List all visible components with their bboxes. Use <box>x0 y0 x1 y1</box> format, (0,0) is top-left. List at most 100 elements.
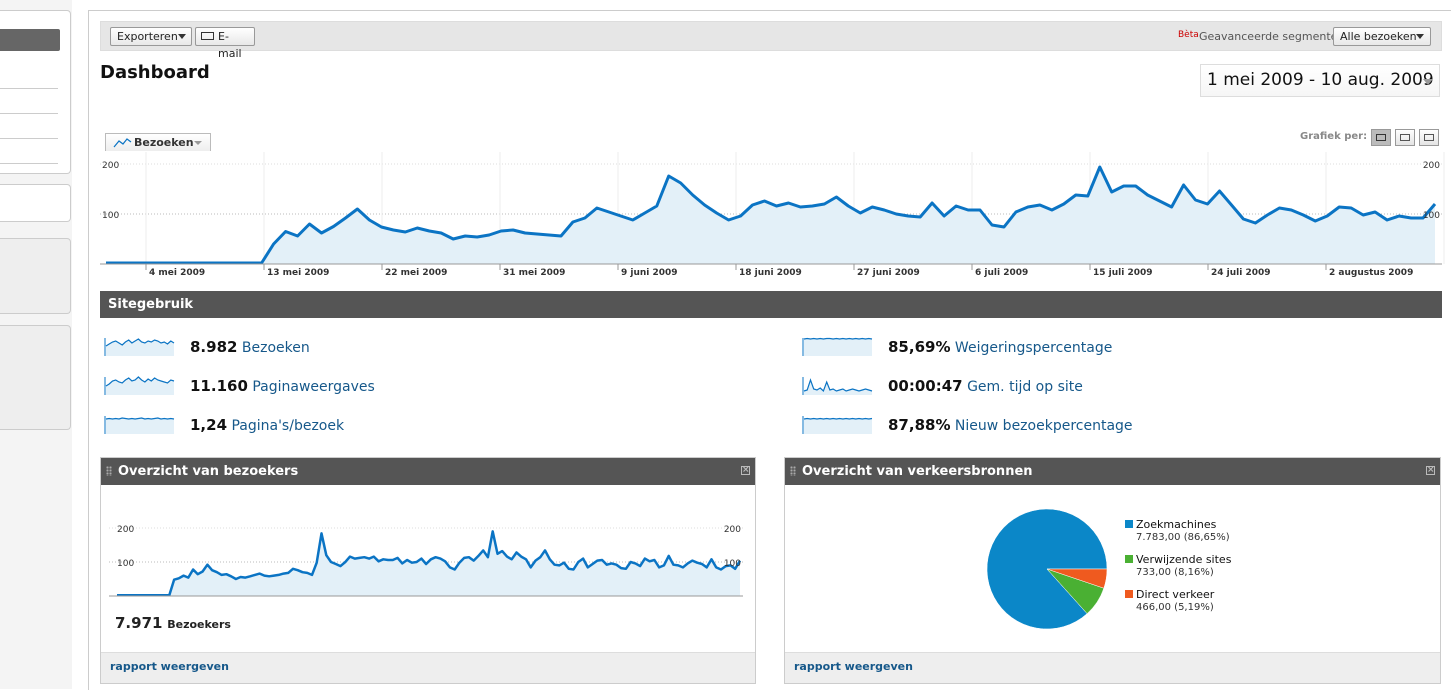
stat-value: 85,69% <box>888 338 951 356</box>
stat-value: 00:00:47 <box>888 377 963 395</box>
date-range-picker[interactable]: 1 mei 2009 - 10 aug. 2009 <box>1200 64 1440 97</box>
chevron-down-icon <box>194 141 202 145</box>
stat-label-link[interactable]: Weigeringspercentage <box>950 340 1113 356</box>
x-tick-label: 2 augustus 2009 <box>1329 268 1413 278</box>
sparkline-line <box>803 337 873 340</box>
nav-panel-grey-1 <box>0 238 71 314</box>
close-icon[interactable]: × <box>741 465 750 475</box>
nav-active-item[interactable] <box>0 29 60 51</box>
view-report-link[interactable]: rapport weergeven <box>110 660 229 673</box>
x-tick-label: 6 juli 2009 <box>975 268 1028 278</box>
left-navigation <box>0 0 72 689</box>
metric-label: Bezoeken <box>134 136 194 149</box>
visitors-chart: 200 200 100 100 <box>109 525 743 597</box>
metric-selector[interactable]: Bezoeken <box>105 133 211 151</box>
nav-panel-top <box>0 10 71 174</box>
stat-label-link[interactable]: Gem. tijd op site <box>962 379 1083 395</box>
beta-badge: Bèta <box>1178 30 1199 40</box>
visitors-panel-footer: rapport weergeven <box>101 652 755 683</box>
legend-name: Zoekmachines <box>1136 518 1217 531</box>
legend-swatch <box>1125 555 1133 563</box>
nav-panel-middle[interactable] <box>0 184 71 222</box>
email-label: E-mail <box>218 30 242 60</box>
y-tick-label-right: 200 <box>1423 161 1440 171</box>
sparkline-line <box>803 417 873 420</box>
stat-5: 00:00:47 Gem. tijd op site <box>888 376 1083 396</box>
stat-value: 11.160 <box>190 377 248 395</box>
visitors-total-value: 7.971 <box>115 614 163 632</box>
legend-swatch <box>1125 520 1133 528</box>
y-tick-label-left: 200 <box>117 525 134 535</box>
view-report-link[interactable]: rapport weergeven <box>794 660 913 673</box>
pie-slice[interactable] <box>986 508 1108 630</box>
drag-handle-icon[interactable] <box>106 466 112 476</box>
sparkline <box>104 376 175 395</box>
graph-per-day-button[interactable] <box>1371 129 1391 146</box>
sparkline-area <box>804 418 872 434</box>
visitors-total: 7.971 Bezoekers <box>115 614 231 632</box>
visitors-overview-panel: Overzicht van bezoekers × 200 200 100 100 7… <box>100 457 756 684</box>
stat-label-link[interactable]: Bezoeken <box>237 340 310 356</box>
page-title: Dashboard <box>100 62 210 83</box>
sparkline-area <box>106 377 174 395</box>
x-tick-label: 13 mei 2009 <box>267 268 329 278</box>
stat-2: 11.160 Paginaweergaves <box>190 376 375 396</box>
panel-title: Overzicht van verkeersbronnen <box>802 464 1033 479</box>
day-view-icon <box>1376 134 1386 141</box>
stat-6: 87,88% Nieuw bezoekpercentage <box>888 415 1133 435</box>
series-area <box>117 531 740 596</box>
segments-label: Geavanceerde segmenten: <box>1199 30 1349 43</box>
sparkline-area <box>106 418 174 434</box>
segments-value: Alle bezoeken <box>1340 30 1417 43</box>
stat-label-link[interactable]: Nieuw bezoekpercentage <box>950 418 1133 434</box>
divider <box>0 88 58 89</box>
sparkline-line <box>803 378 873 393</box>
series-area <box>106 167 1435 264</box>
y-tick-label-right: 100 <box>724 559 741 569</box>
export-label: Exporteren <box>117 30 178 43</box>
stat-label-link[interactable]: Pagina's/bezoek <box>227 418 345 434</box>
divider <box>0 163 58 164</box>
chevron-down-icon <box>178 34 186 39</box>
divider <box>0 138 58 139</box>
y-tick-label-right: 200 <box>724 525 741 535</box>
divider <box>0 113 58 114</box>
legend-value: 7.783,00 (86,65%) <box>1136 532 1230 543</box>
close-icon[interactable]: × <box>1426 465 1435 475</box>
graph-per-week-button[interactable] <box>1395 129 1415 146</box>
graph-per-month-button[interactable] <box>1419 129 1439 146</box>
chevron-down-icon <box>1416 34 1424 39</box>
x-tick-label: 22 mei 2009 <box>385 268 447 278</box>
x-tick-label: 27 juni 2009 <box>857 268 920 278</box>
pie-slice[interactable] <box>1046 568 1108 589</box>
series-line <box>117 530 742 597</box>
stat-label-link[interactable]: Paginaweergaves <box>247 379 375 395</box>
x-tick-label: 18 juni 2009 <box>739 268 802 278</box>
segments-select[interactable]: Alle bezoeken <box>1333 27 1431 46</box>
chevron-down-icon <box>1423 79 1433 85</box>
graph-per-label: Grafiek per: <box>1300 131 1368 142</box>
x-tick-label: 15 juli 2009 <box>1093 268 1153 278</box>
stat-3: 1,24 Pagina's/bezoek <box>190 415 344 435</box>
toolbar: Exporteren E-mail Bèta Geavanceerde segm… <box>100 21 1442 60</box>
x-tick-label: 4 mei 2009 <box>149 268 205 278</box>
legend-value: 466,00 (5,19%) <box>1136 602 1214 613</box>
traffic-panel-footer: rapport weergeven <box>785 652 1440 683</box>
date-range-value: 1 mei 2009 - 10 aug. 2009 <box>1207 70 1434 90</box>
export-button[interactable]: Exporteren <box>110 27 192 46</box>
x-tick-label: 31 mei 2009 <box>503 268 565 278</box>
sparkline <box>104 416 175 434</box>
drag-handle-icon[interactable] <box>790 466 796 476</box>
email-button[interactable]: E-mail <box>195 27 255 60</box>
series-line <box>106 165 1437 265</box>
traffic-sources-header: Overzicht van verkeersbronnen × <box>785 458 1440 485</box>
legend-value: 733,00 (8,16%) <box>1136 567 1214 578</box>
sparkline-area <box>106 339 174 356</box>
stat-4: 85,69% Weigeringspercentage <box>888 337 1112 357</box>
x-tick-label: 24 juli 2009 <box>1211 268 1271 278</box>
visits-trend-chart: 200 200 100 100 4 mei 2009 13 mei 2009 22 mei … <box>100 152 1445 278</box>
stat-value: 1,24 <box>190 416 228 434</box>
traffic-sources-panel: Overzicht van verkeersbronnen × Zoekmach… <box>784 457 1441 684</box>
panel-title: Overzicht van bezoekers <box>118 464 299 479</box>
stat-1: 8.982 Bezoeken <box>190 337 310 357</box>
